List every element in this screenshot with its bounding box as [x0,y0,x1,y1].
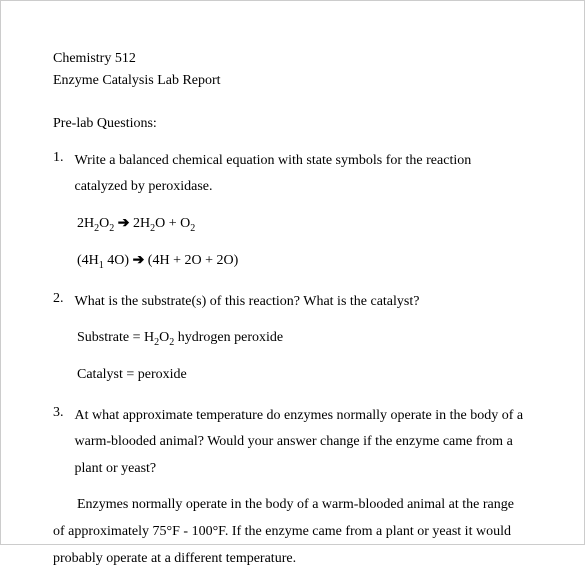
q3-answer-line2: of approximately 75°F - 100°F. If the en… [53,519,532,546]
arrow-icon: ➔ [118,216,130,231]
question-3: 3. At what approximate temperature do en… [53,403,532,483]
section-heading: Pre-lab Questions: [53,114,532,134]
q1-text: Write a balanced chemical equation with … [75,148,527,201]
q2-text: What is the substrate(s) of this reactio… [75,289,527,316]
q3-text: At what approximate temperature do enzym… [75,403,527,483]
course-code: Chemistry 512 [53,49,532,69]
report-title: Enzyme Catalysis Lab Report [53,71,532,91]
question-1: 1. Write a balanced chemical equation wi… [53,148,532,201]
q1-equation-1: 2H2O2 ➔ 2H2O + O2 [77,211,532,238]
q2-number: 2. [53,289,71,309]
q3-answer-line1: Enzymes normally operate in the body of … [53,492,532,519]
q1-equation-2: (4H1 4O) ➔ (4H + 2O + 2O) [77,248,532,275]
q3-answer-line3: probably operate at a different temperat… [53,546,532,572]
q2-answer-catalyst: Catalyst = peroxide [77,362,532,389]
q2-answer-substrate: Substrate = H2O2 hydrogen peroxide [77,325,532,352]
q3-number: 3. [53,403,71,423]
q1-number: 1. [53,148,71,168]
question-2: 2. What is the substrate(s) of this reac… [53,289,532,316]
arrow-icon: ➔ [133,253,145,268]
